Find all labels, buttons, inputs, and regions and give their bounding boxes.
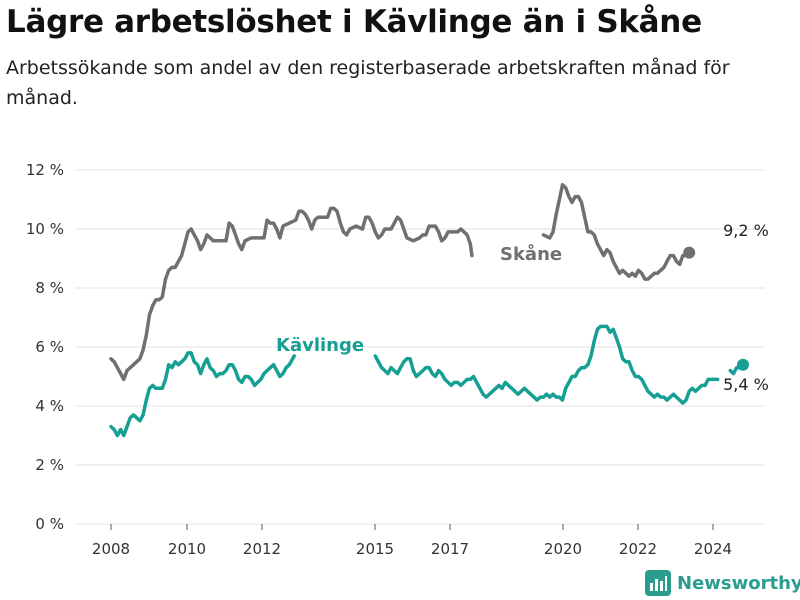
end-marker-skane <box>683 246 696 259</box>
chart-subtitle: Arbetssökande som andel av den registerb… <box>6 57 730 109</box>
x-tick-label: 2022 <box>619 540 657 558</box>
newsworthy-logo: Newsworthy <box>645 570 800 596</box>
y-axis-ticks: 0 % 2 % 4 % 6 % 8 % 10 % 12 % <box>26 161 64 533</box>
y-tick-label: 12 % <box>26 161 64 179</box>
y-tick-label: 0 % <box>35 515 64 533</box>
y-tick-label: 8 % <box>35 279 64 297</box>
series-label-kavlinge: Kävlinge <box>276 335 364 356</box>
y-tick-label: 4 % <box>35 397 64 415</box>
series-lines <box>109 183 745 438</box>
x-tick-label: 2008 <box>92 540 130 558</box>
x-tick-label: 2012 <box>243 540 281 558</box>
x-tick-label: 2024 <box>694 540 732 558</box>
end-marker-kavlinge <box>737 358 749 371</box>
series-label-skane: Skåne <box>500 243 562 265</box>
end-label-kavlinge: 5,4 % <box>723 375 769 394</box>
grid-lines <box>75 169 765 525</box>
x-tick-label: 2010 <box>168 540 206 558</box>
y-tick-label: 10 % <box>26 220 64 238</box>
series-line-skane <box>109 183 691 382</box>
x-tick-label: 2015 <box>356 540 394 558</box>
series-line-kavlinge <box>109 324 745 438</box>
y-tick-label: 6 % <box>35 338 64 356</box>
bar-chart-logo-icon <box>645 570 671 596</box>
x-tick-label: 2017 <box>431 540 469 558</box>
chart-title: Lägre arbetslöshet i Kävlinge än i Skåne <box>6 4 702 40</box>
end-label-skane: 9,2 % <box>723 221 769 240</box>
y-tick-label: 2 % <box>35 456 64 474</box>
x-tick-label: 2020 <box>544 540 582 558</box>
x-axis-ticks: 2008 2010 2012 2015 2017 2020 2022 2024 <box>92 524 732 558</box>
brand-name: Newsworthy <box>677 572 800 594</box>
